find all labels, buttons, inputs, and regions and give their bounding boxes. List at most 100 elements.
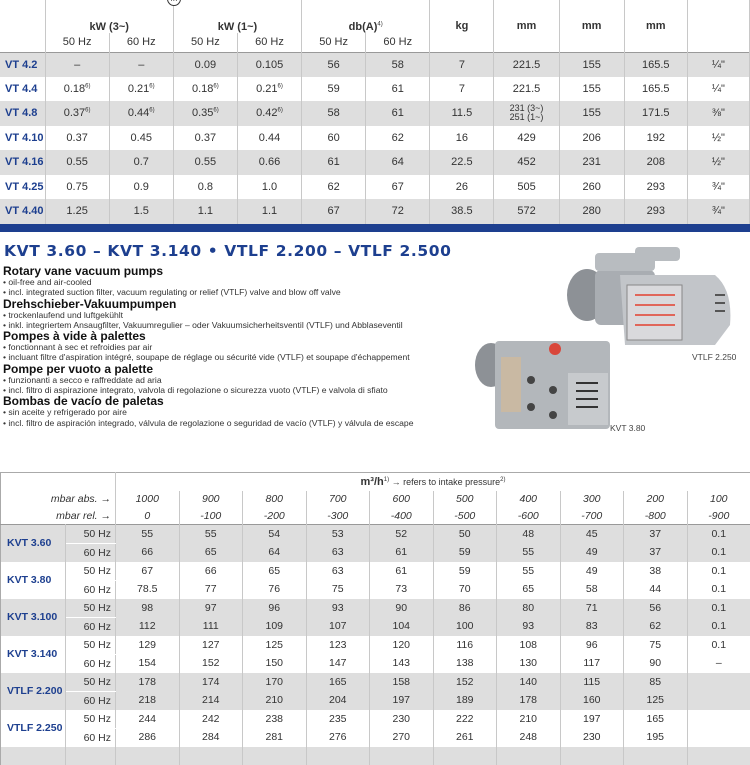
cell — [243, 747, 307, 765]
model-name: VT 4.4 — [0, 77, 45, 102]
cell-value: 56 — [328, 59, 340, 71]
flow-value: 261 — [433, 728, 497, 747]
flow-value: 76 — [243, 580, 307, 599]
flow-value: 238 — [243, 710, 307, 729]
flow-value: 112 — [116, 617, 180, 636]
cell: 7 — [430, 77, 494, 102]
cell-value: 58 — [392, 59, 404, 71]
flow-value: 235 — [306, 710, 370, 729]
frequency: 60 Hz — [66, 691, 116, 710]
cell-value: 0.09 — [195, 59, 216, 71]
cell-value: 293 — [647, 181, 665, 193]
flow-value: 97 — [179, 599, 243, 618]
header-kw1: kW (1~) — [218, 21, 257, 33]
cell — [687, 747, 750, 765]
cell: 0.186) — [45, 77, 109, 102]
cell — [497, 747, 561, 765]
cell: 61 — [302, 150, 366, 175]
cell-value: 0.21 — [128, 83, 149, 95]
cell: 11.5 — [430, 101, 494, 126]
pressure-value: 100 — [687, 491, 750, 508]
flow-value: 100 — [433, 617, 497, 636]
cell-value: 62 — [328, 181, 340, 193]
flow-value: 85 — [624, 673, 688, 692]
flow-value: 80 — [497, 599, 561, 618]
cell: 0.356) — [173, 101, 237, 126]
feature-line: • fonctionnant à sec et refroidies par a… — [3, 342, 453, 352]
cell-value: – — [74, 59, 80, 71]
cell-value: ¾" — [712, 181, 725, 193]
flow-value: 65 — [179, 543, 243, 562]
unit-header: m³/h1) → refers to intake pressure2) — [116, 473, 750, 491]
cell: 64 — [366, 150, 430, 175]
cell-value: 452 — [517, 156, 535, 168]
cell: 260 — [559, 175, 624, 200]
header-mm: mm — [646, 20, 666, 32]
cell-value: 0.55 — [66, 156, 87, 168]
flow-value: 286 — [116, 728, 180, 747]
pressure-value: 0 — [116, 508, 180, 525]
model-name: VTLF 2.200 — [1, 673, 66, 710]
cell-value: 7 — [459, 83, 465, 95]
flow-value: 52 — [370, 525, 434, 544]
header-mm: mm — [582, 20, 602, 32]
cell: ¼" — [687, 77, 749, 102]
flow-value: 62 — [624, 617, 688, 636]
flow-value: 0.1 — [687, 525, 750, 544]
cell: 293 — [624, 199, 687, 224]
flow-value — [687, 691, 750, 710]
cell: 280 — [559, 199, 624, 224]
cell: 59 — [302, 77, 366, 102]
cell: 60 — [302, 126, 366, 151]
cell-value: 0.42 — [256, 107, 277, 119]
cell: 61 — [366, 77, 430, 102]
cell-value: 208 — [647, 156, 665, 168]
pressure-value: 500 — [433, 491, 497, 508]
flow-value: 49 — [560, 543, 624, 562]
cell-value: 0.37 — [195, 132, 216, 144]
cell: – — [45, 52, 109, 77]
pressure-value: 900 — [179, 491, 243, 508]
cell: 165.5 — [624, 52, 687, 77]
flow-value: 50 — [433, 525, 497, 544]
flow-value: 107 — [306, 617, 370, 636]
flow-value: 55 — [497, 562, 561, 581]
freq-50: 50 Hz — [173, 33, 237, 52]
model-name: VT 4.8 — [0, 101, 45, 126]
flow-value: 150 — [243, 654, 307, 673]
header-kw3: kW (3~) — [89, 21, 128, 33]
flow-value: 83 — [560, 617, 624, 636]
frequency: 60 Hz — [66, 617, 116, 636]
model-name: KVT 3.60 — [1, 525, 66, 562]
cell-value: 58 — [328, 107, 340, 119]
flow-value: 90 — [624, 654, 688, 673]
flow-value: 222 — [433, 710, 497, 729]
cell-value: ¼" — [712, 83, 725, 95]
flow-value: 244 — [116, 710, 180, 729]
pressure-value: 400 — [497, 491, 561, 508]
flow-value: 63 — [306, 543, 370, 562]
language-heading: Pompes à vide à palettes — [3, 330, 453, 342]
cell-value: 0.44 — [259, 132, 280, 144]
footnote: 6) — [149, 83, 154, 89]
flow-value: 130 — [497, 654, 561, 673]
cell: 0.186) — [173, 77, 237, 102]
cell-value: 1.0 — [262, 181, 277, 193]
cell: 155 — [559, 77, 624, 102]
cell-value: 221.5 — [513, 59, 541, 71]
flow-value: 197 — [560, 710, 624, 729]
cell: 56 — [302, 52, 366, 77]
pressure-value: 200 — [624, 491, 688, 508]
feature-line: • funzionanti a secco e raffreddate ad a… — [3, 375, 453, 385]
pressure-label: mbar rel. → — [1, 508, 116, 525]
flow-value: 140 — [497, 673, 561, 692]
frequency: 50 Hz — [66, 599, 116, 618]
cell: 208 — [624, 150, 687, 175]
flow-value: 143 — [370, 654, 434, 673]
flow-value: 197 — [370, 691, 434, 710]
cell: 0.45 — [109, 126, 173, 151]
